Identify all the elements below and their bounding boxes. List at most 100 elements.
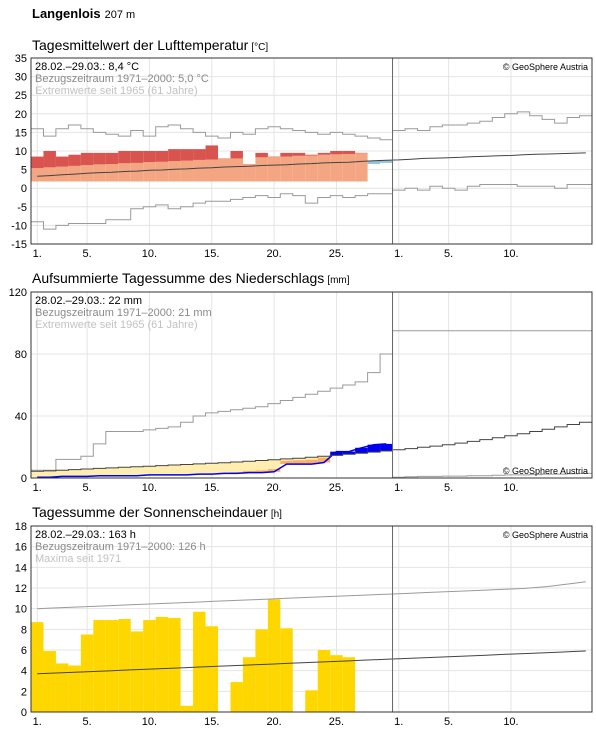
y-tick-label: 25 <box>15 90 27 102</box>
y-tick-label: 15 <box>15 127 27 139</box>
y-tick-label: 120 <box>9 287 27 299</box>
temperature-bar-normal <box>230 158 243 182</box>
station-header: Langenlois 207 m <box>32 6 135 21</box>
temperature-bar-normal <box>105 164 119 182</box>
temperature-bar-above <box>55 156 69 167</box>
sunshine-normal-line <box>37 650 586 675</box>
precipitation-normal-line <box>31 421 592 472</box>
y-tick-label: 10 <box>15 604 27 616</box>
temperature-bar-below <box>380 160 393 163</box>
precipitation-surplus-area <box>367 444 381 453</box>
precipitation-deficit-band <box>267 469 281 472</box>
sunshine-bar <box>242 657 256 712</box>
y-tick-label: 20 <box>15 109 27 121</box>
temperature-bar-above <box>330 151 343 155</box>
temperature-bar-normal <box>267 156 281 182</box>
sunshine-bar <box>55 663 69 712</box>
temperature-bar-normal <box>55 166 69 182</box>
temperature-bar-normal <box>143 162 156 182</box>
temperature-bar-normal <box>292 155 306 182</box>
x-tick-label: 10. <box>142 716 157 728</box>
temperature-bar-normal <box>43 167 56 182</box>
sunshine-bar <box>143 620 156 712</box>
y-tick-label: 12 <box>15 583 27 595</box>
y-tick-label: 16 <box>15 542 27 554</box>
sunshine-bar <box>105 620 119 712</box>
y-tick-label: 18 <box>15 521 27 533</box>
temperature-bar-normal <box>218 158 231 182</box>
precipitation-deficit-area <box>31 471 44 478</box>
temperature-panel-title: Tagesmittelwert der Lufttemperatur [°C] <box>32 37 268 53</box>
sunshine-bar <box>180 705 194 712</box>
temperature-bar-above <box>130 151 144 163</box>
sunshine-bar <box>255 629 268 712</box>
sunshine-bar <box>31 622 44 712</box>
temperature-bar-normal <box>130 162 144 182</box>
extremes-label: Maxima seit 1971 <box>35 553 121 565</box>
x-tick-label: 5. <box>83 248 92 260</box>
temperature-bar-above <box>68 154 81 166</box>
reference-period-label: Bezugszeitraum 1971–2000: 126 h <box>35 541 206 553</box>
x-tick-label: 25. <box>329 482 344 494</box>
x-tick-label: 15. <box>204 716 219 728</box>
precipitation-panel-title: Aufsummierte Tagessumme des Niederschlag… <box>32 270 350 286</box>
sunshine-bar <box>342 657 356 712</box>
y-tick-label: -10 <box>11 220 27 232</box>
precipitation-deficit-area <box>130 466 144 476</box>
precipitation-deficit-area <box>105 467 119 476</box>
precipitation-deficit-area <box>43 470 56 478</box>
temperature-bar-normal <box>305 155 318 182</box>
x-tick-label: 20. <box>266 482 281 494</box>
sunshine-bar <box>230 682 243 712</box>
sunshine-bar <box>118 619 131 712</box>
y-tick-label: 0 <box>21 707 27 719</box>
y-tick-label: -5 <box>17 202 27 214</box>
sunshine-bar <box>205 626 218 712</box>
temperature-bar-normal <box>118 163 131 182</box>
precipitation-deficit-band <box>242 470 256 473</box>
precipitation-deficit-band <box>305 459 318 465</box>
sunshine-bar <box>305 690 318 712</box>
temperature-bar-above <box>80 152 94 166</box>
temperature-bar-above <box>105 152 119 165</box>
temperature-bar-above <box>155 151 169 162</box>
x-tick-label: 1. <box>33 716 42 728</box>
x-tick-label: 5. <box>83 716 92 728</box>
precipitation-deficit-area <box>93 468 106 476</box>
y-tick-label: 8 <box>21 624 27 636</box>
precipitation-deficit-area <box>255 460 268 473</box>
x-tick-label: 15. <box>204 248 219 260</box>
precipitation-deficit-area <box>180 464 194 475</box>
precipitation-deficit-area <box>155 465 169 475</box>
panel-frame-1 <box>31 291 592 479</box>
y-tick-label: 2 <box>21 686 27 698</box>
precipitation-surplus-area <box>355 447 368 454</box>
temperature-bar-above <box>193 149 206 160</box>
sunshine-bar <box>330 655 343 712</box>
reference-period-label: Bezugszeitraum 1971–2000: 21 mm <box>35 307 212 319</box>
precipitation-deficit-band <box>280 460 293 465</box>
x-tick-label: 1. <box>394 482 403 494</box>
x-tick-label: 5. <box>444 482 453 494</box>
y-tick-label: 80 <box>15 349 27 361</box>
temperature-bar-above <box>168 149 181 162</box>
sunshine-unit: [h] <box>270 509 282 520</box>
temperature-bar-above <box>93 152 106 165</box>
precipitation-surplus-area <box>330 451 343 456</box>
temperature-bar-normal <box>317 154 331 182</box>
period-summary-label: 28.02.–29.03.: 22 mm <box>35 295 142 307</box>
x-tick-label: 1. <box>33 482 42 494</box>
precipitation-deficit-area <box>168 464 181 475</box>
temperature-bar-normal <box>342 153 356 182</box>
precipitation-deficit-area <box>55 470 69 477</box>
x-tick-label: 5. <box>444 248 453 260</box>
plot-border <box>30 57 593 245</box>
precipitation-deficit-area <box>242 461 256 473</box>
temperature-bar-normal <box>168 161 181 182</box>
extremes-label: Extremwerte seit 1965 (61 Jahre) <box>35 85 198 97</box>
precipitation-deficit-area <box>267 459 281 472</box>
sunshine-bar <box>267 599 281 712</box>
x-tick-label: 20. <box>266 248 281 260</box>
sunshine-maxima-line <box>37 581 586 610</box>
temperature-bar-above <box>230 151 243 159</box>
